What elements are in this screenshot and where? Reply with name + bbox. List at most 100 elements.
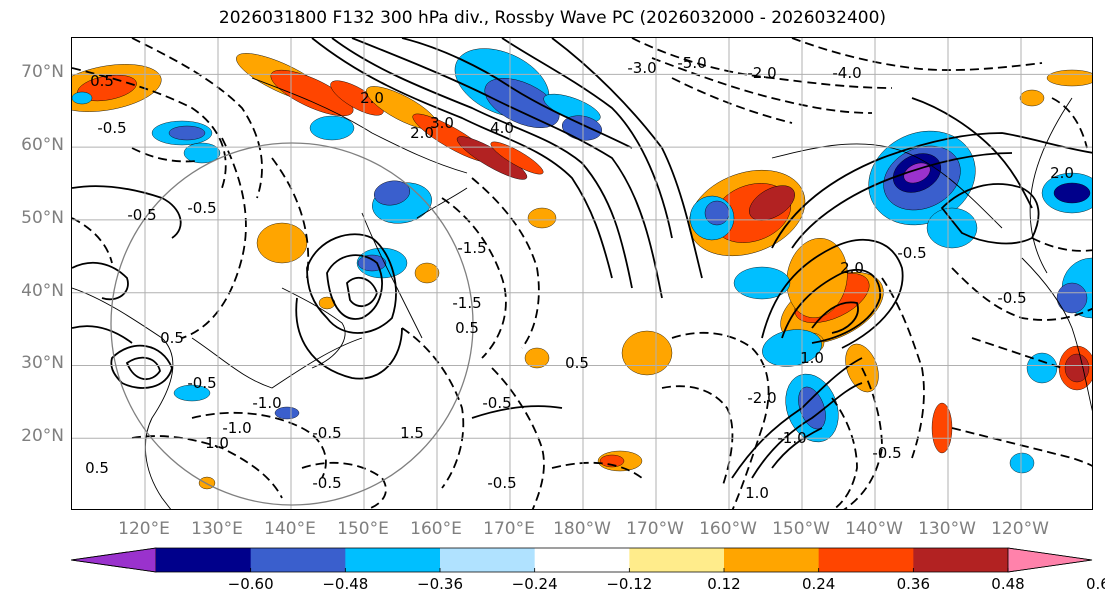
convergence-area	[733, 266, 791, 300]
colorbar-tick-label: 0.24	[801, 575, 836, 593]
colorbar-tick-label: 0.60	[1085, 575, 1105, 593]
colorbar-tick-label: 0.48	[991, 575, 1025, 593]
positive-contour	[761, 239, 904, 349]
divergence-area	[490, 141, 544, 175]
divergence-area	[330, 80, 384, 116]
negative-contour	[181, 137, 247, 339]
positive-contour	[751, 382, 863, 479]
positive-contour	[351, 38, 663, 299]
positive-contour	[331, 38, 633, 289]
negative-contour	[72, 217, 113, 264]
coastline	[771, 143, 1003, 229]
negative-contour	[661, 385, 734, 489]
latitude-label: 30°N	[21, 353, 64, 374]
colorbar-tick-label: −0.12	[606, 575, 653, 593]
divergence-area	[599, 454, 625, 468]
map-plot: 0.5-0.5-0.5-1.5-1.02.03.0 4.0-3.0 -5.0-2.0…	[72, 38, 1092, 509]
colorbar-tick-label: 0.36	[896, 575, 931, 593]
divergence-area	[1046, 69, 1092, 87]
divergence-area	[1064, 353, 1090, 383]
longitude-label: 180°W	[553, 519, 611, 539]
longitude-label: 150°E	[337, 519, 389, 539]
contour-label: -1.0	[777, 429, 806, 447]
convergence-area	[373, 180, 411, 206]
convergence-area	[1026, 352, 1058, 384]
longitude-label: 150°W	[772, 519, 830, 539]
contour-label: -1.5	[452, 294, 481, 312]
rossby-wave-contours	[72, 38, 1092, 509]
colorbar-outline	[71, 547, 1093, 573]
coastline	[251, 77, 468, 174]
negative-contour	[831, 397, 858, 509]
negative-contour	[301, 461, 387, 509]
contour-label: -0.5	[312, 474, 341, 492]
contour-label: -0.5	[487, 474, 516, 492]
positive-contour	[501, 38, 673, 239]
latitude-label: 20°N	[21, 426, 64, 447]
contour-label: 0.5	[455, 319, 479, 337]
divergence-area	[749, 185, 795, 221]
contour-label: 1.0	[800, 349, 824, 367]
latitude-label: 40°N	[21, 280, 64, 301]
positive-contour	[306, 233, 397, 334]
divergence-area	[1019, 89, 1045, 107]
colorbar-segment	[345, 548, 441, 572]
colorbar-segment	[250, 548, 346, 572]
positive-contour	[311, 38, 613, 279]
longitude-label: 120°E	[118, 519, 170, 539]
divergence-area	[931, 402, 953, 454]
positive-contour	[940, 183, 1040, 245]
positive-contour	[401, 38, 633, 149]
contour-label: 0.5	[90, 72, 114, 90]
colorbar-segment	[534, 548, 630, 572]
convergence-area	[168, 125, 206, 141]
colorbar-segment	[724, 548, 820, 572]
contour-labels: 0.5-0.5-0.5-1.5-1.02.03.0 4.0-3.0 -5.0-2.0…	[85, 54, 1074, 502]
contour-label: -2.0	[747, 389, 776, 407]
contour-label: 2.0	[840, 259, 864, 277]
longitude-label: 170°W	[626, 519, 684, 539]
contour-label: -2.0	[747, 64, 776, 82]
convergence-area	[274, 406, 300, 420]
contour-label: -0.5	[872, 444, 901, 462]
longitude-label: 170°E	[483, 519, 535, 539]
negative-contour	[631, 38, 893, 89]
divergence-area	[414, 262, 440, 284]
negative-contour	[881, 277, 925, 459]
contour-label: 3.0	[430, 114, 454, 132]
longitude-label: 120°W	[991, 519, 1049, 539]
radius-circle	[110, 142, 474, 506]
negative-contour	[191, 411, 327, 479]
negative-contour	[671, 331, 770, 509]
contour-label: -3.0	[627, 59, 656, 77]
positive-contour	[551, 38, 703, 279]
positive-contour	[326, 254, 383, 320]
contour-label: 4.0	[490, 119, 514, 137]
negative-contour	[401, 327, 465, 489]
longitude-label: 130°E	[191, 519, 243, 539]
negative-contour	[951, 427, 1092, 467]
positive-contour	[72, 325, 133, 344]
contour-label: -0.5	[127, 206, 156, 224]
positive-contour	[771, 427, 823, 469]
divergence-area	[621, 330, 673, 376]
divergence-area	[524, 347, 550, 369]
convergence-area	[484, 78, 560, 128]
negative-contour	[951, 267, 1092, 321]
latitude-label: 50°N	[21, 207, 64, 228]
contour-label: -0.5	[187, 374, 216, 392]
contour-label: -1.0	[252, 394, 281, 412]
contour-label: -1.5	[457, 239, 486, 257]
positive-contour	[110, 344, 173, 389]
colorbar	[71, 547, 1093, 573]
colorbar-extend-high	[1007, 547, 1093, 573]
positive-contour	[771, 132, 1092, 249]
contour-label: 2.0	[410, 124, 434, 142]
contour-label: -4.0	[832, 64, 861, 82]
convergence-area	[173, 384, 211, 402]
latitude-label: 60°N	[21, 135, 64, 156]
contour-label: 0.5	[160, 329, 184, 347]
coastline	[281, 287, 346, 369]
contour-label: 2.0	[1050, 164, 1074, 182]
latitude-label: 70°N	[21, 62, 64, 83]
